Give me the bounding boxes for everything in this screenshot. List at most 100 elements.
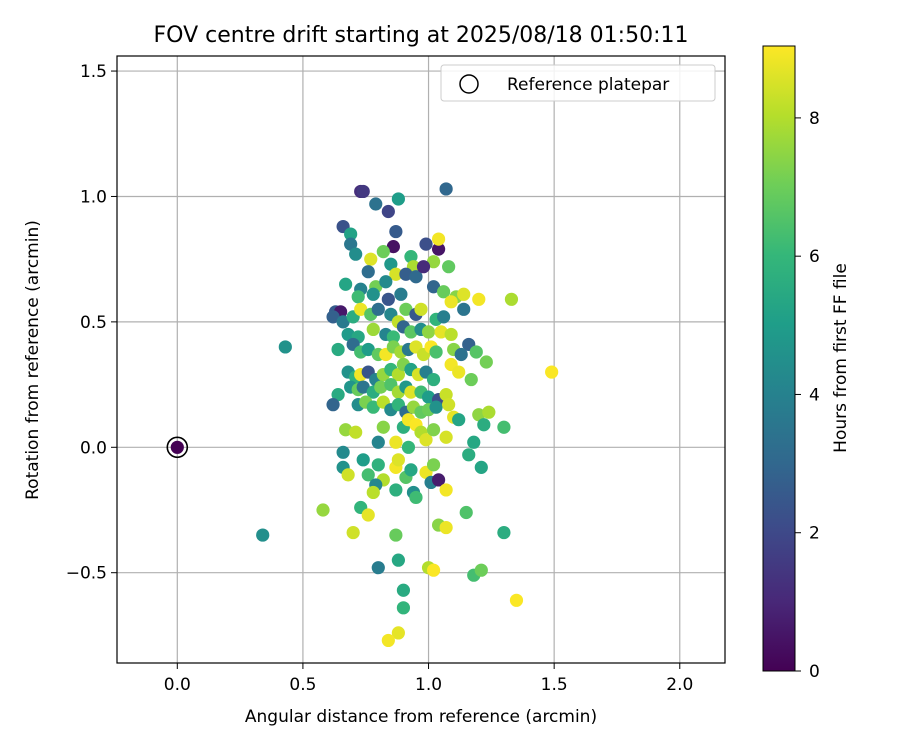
x-axis-ticks: 0.0 0.5 1.0 1.5 2.0 <box>164 663 693 695</box>
data-point <box>346 525 360 540</box>
data-point <box>414 302 428 316</box>
data-point <box>454 347 468 362</box>
data-point <box>439 182 453 196</box>
data-point <box>341 327 355 342</box>
data-point <box>472 408 486 422</box>
x-axis-label: Angular distance from reference (arcmin) <box>245 707 597 727</box>
data-point <box>439 483 453 497</box>
data-point <box>401 440 416 454</box>
data-point <box>439 520 453 535</box>
data-point <box>421 325 436 339</box>
y-tick-label: −0.5 <box>66 564 107 584</box>
data-point <box>467 435 481 449</box>
data-point <box>349 247 363 261</box>
reference-point <box>170 440 184 454</box>
data-point <box>472 292 486 306</box>
data-point <box>389 435 403 449</box>
x-tick-label: 2.0 <box>666 675 693 695</box>
data-point <box>444 295 458 309</box>
data-point <box>364 252 378 266</box>
x-tick-label: 0.0 <box>164 675 191 695</box>
legend-box <box>440 64 716 102</box>
data-point <box>379 275 393 289</box>
data-point <box>431 242 446 256</box>
data-point <box>389 224 403 239</box>
data-point <box>409 270 423 284</box>
data-point <box>421 390 436 404</box>
data-point <box>316 503 330 517</box>
data-point <box>331 342 345 357</box>
data-point <box>457 302 471 316</box>
data-point <box>442 260 456 274</box>
data-point <box>426 255 441 269</box>
data-point <box>509 593 524 607</box>
data-point <box>371 458 385 472</box>
data-point <box>419 433 433 447</box>
colorbar-tick-label: 2 <box>809 524 820 544</box>
data-point <box>356 453 370 467</box>
data-point <box>404 463 418 477</box>
data-point <box>497 420 511 434</box>
data-point <box>361 508 375 522</box>
data-point <box>386 330 400 344</box>
data-point <box>437 310 451 324</box>
data-point <box>497 525 511 540</box>
data-point <box>426 458 441 472</box>
colorbar-gradient <box>762 45 796 672</box>
data-point <box>371 435 385 449</box>
data-point <box>344 227 358 241</box>
data-point <box>326 398 340 412</box>
data-point <box>426 372 441 387</box>
legend-label: Reference platepar <box>507 75 669 95</box>
data-point <box>389 267 403 281</box>
data-point <box>439 388 453 402</box>
data-point <box>376 245 390 259</box>
data-point <box>356 380 370 394</box>
data-point <box>477 418 491 432</box>
data-point <box>349 425 363 439</box>
data-point <box>366 322 380 337</box>
data-point <box>437 285 451 299</box>
chart-title: FOV centre drift starting at 2025/08/18 … <box>154 23 689 48</box>
x-tick-label: 1.0 <box>415 675 442 695</box>
data-point <box>366 400 380 414</box>
data-point <box>374 380 388 394</box>
colorbar-tick-label: 0 <box>809 662 820 682</box>
colorbar-tick-label: 6 <box>809 247 820 267</box>
data-point <box>434 325 448 339</box>
data-point <box>354 302 368 316</box>
y-axis-label: Rotation from reference (arcmin) <box>23 220 43 500</box>
data-point <box>457 287 471 301</box>
data-point <box>391 453 405 467</box>
data-point <box>479 355 493 369</box>
data-point <box>399 267 413 281</box>
data-point <box>426 563 441 577</box>
data-point <box>339 423 353 437</box>
data-point <box>396 601 411 615</box>
data-point <box>394 287 408 301</box>
data-point <box>326 310 340 324</box>
data-point <box>366 287 380 301</box>
data-point <box>431 232 446 246</box>
data-point <box>404 385 418 399</box>
data-point <box>344 237 358 251</box>
data-point <box>341 468 355 482</box>
data-points <box>166 182 559 648</box>
data-point <box>386 240 400 254</box>
data-point <box>391 367 405 382</box>
x-tick-label: 1.5 <box>541 675 568 695</box>
y-tick-label: 1.0 <box>80 187 107 207</box>
data-point <box>399 302 413 316</box>
legend-marker-icon <box>459 74 479 94</box>
data-point <box>389 483 403 497</box>
data-point <box>366 485 380 500</box>
data-point <box>336 445 350 459</box>
data-point <box>452 365 466 379</box>
data-point <box>384 257 398 271</box>
data-point <box>404 325 418 339</box>
data-point <box>426 423 441 437</box>
data-point <box>351 290 365 304</box>
x-tick-label: 0.5 <box>289 675 316 695</box>
data-point <box>474 460 488 474</box>
